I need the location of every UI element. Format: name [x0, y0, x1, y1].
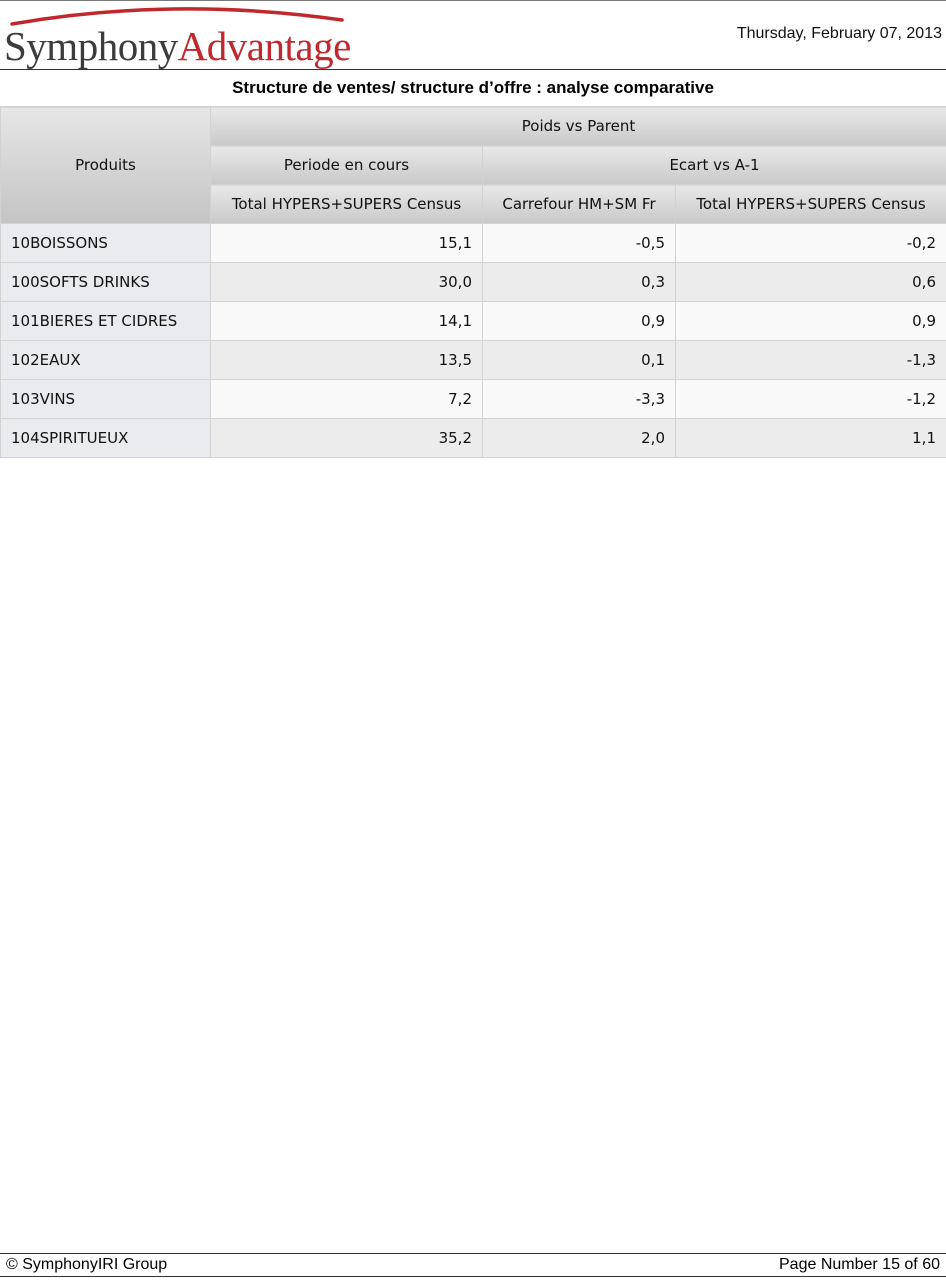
footer-rule-top: [0, 1253, 946, 1254]
row-value-carrefour: 0,3: [482, 262, 676, 302]
row-value-total: -1,3: [675, 340, 946, 380]
row-product-name: 103VINS: [0, 379, 211, 419]
row-value-periode: 7,2: [210, 379, 483, 419]
row-value-periode: 35,2: [210, 418, 483, 458]
row-value-total: 0,6: [675, 262, 946, 302]
row-value-periode: 30,0: [210, 262, 483, 302]
table-row: 103VINS 7,2 -3,3 -1,2: [0, 379, 946, 419]
row-product-name: 104SPIRITUEUX: [0, 418, 211, 458]
table-row: 104SPIRITUEUX 35,2 2,0 1,1: [0, 418, 946, 458]
report-title: Structure de ventes/ structure d’offre :…: [232, 78, 714, 97]
row-product-name: 10BOISSONS: [0, 223, 211, 263]
row-product-name: 100SOFTS DRINKS: [0, 262, 211, 302]
logo-swoosh-icon: [10, 7, 344, 26]
data-table: Produits Poids vs Parent Periode en cour…: [0, 106, 946, 458]
table-row: 102EAUX 13,5 0,1 -1,3: [0, 340, 946, 380]
row-value-total: 1,1: [675, 418, 946, 458]
header-rule: [0, 69, 946, 70]
header-poids-vs-parent: Poids vs Parent: [210, 106, 946, 146]
row-value-carrefour: 2,0: [482, 418, 676, 458]
row-value-periode: 13,5: [210, 340, 483, 380]
row-value-carrefour: -0,5: [482, 223, 676, 263]
table-row: 100SOFTS DRINKS 30,0 0,3 0,6: [0, 262, 946, 302]
logo-text-symphony: Symphony: [4, 23, 178, 69]
row-value-total: -1,2: [675, 379, 946, 419]
report-date: Thursday, February 07, 2013: [736, 25, 942, 42]
header-ecart-vs-a1: Ecart vs A-1: [482, 145, 946, 185]
row-value-periode: 14,1: [210, 301, 483, 341]
row-value-carrefour: 0,9: [482, 301, 676, 341]
row-value-total: 0,9: [675, 301, 946, 341]
row-product-name: 101BIERES ET CIDRES: [0, 301, 211, 341]
table-row: 10BOISSONS 15,1 -0,5 -0,2: [0, 223, 946, 263]
footer-page-number: Page Number 15 of 60: [779, 1256, 940, 1273]
header-periode-en-cours: Periode en cours: [210, 145, 483, 185]
row-value-periode: 15,1: [210, 223, 483, 263]
header-produits: Produits: [0, 106, 211, 224]
symphony-advantage-logo: SymphonyAdvantage: [4, 2, 351, 70]
header-col-carrefour: Carrefour HM+SM Fr: [482, 184, 676, 224]
top-rule: [0, 0, 946, 1]
footer-rule-bottom: [0, 1276, 946, 1277]
page-header: SymphonyAdvantage Thursday, February 07,…: [0, 0, 946, 70]
logo-text-advantage: Advantage: [177, 23, 352, 69]
footer-copyright: © SymphonyIRI Group: [6, 1256, 168, 1273]
logo-wordmark: SymphonyAdvantage: [4, 22, 351, 70]
row-value-carrefour: 0,1: [482, 340, 676, 380]
row-product-name: 102EAUX: [0, 340, 211, 380]
header-col-total-hypers-supers-1: Total HYPERS+SUPERS Census: [210, 184, 483, 224]
header-col-total-hypers-supers-2: Total HYPERS+SUPERS Census: [675, 184, 946, 224]
row-value-carrefour: -3,3: [482, 379, 676, 419]
row-value-total: -0,2: [675, 223, 946, 263]
table-row: 101BIERES ET CIDRES 14,1 0,9 0,9: [0, 301, 946, 341]
